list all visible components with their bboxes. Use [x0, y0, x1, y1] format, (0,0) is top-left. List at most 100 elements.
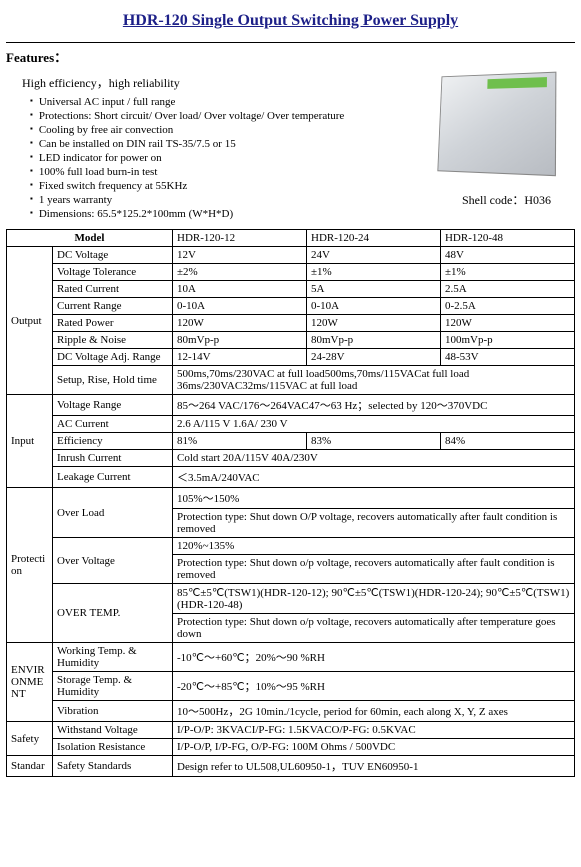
param-label: Voltage Range: [53, 395, 173, 416]
cell: 120W: [307, 315, 441, 332]
model-col-3: HDR-120-48: [440, 230, 574, 247]
cell: Design refer to UL508,UL60950-1，TUV EN60…: [173, 756, 575, 777]
param-label: Ripple & Noise: [53, 332, 173, 349]
param-label: Inrush Current: [53, 450, 173, 467]
table-row: Leakage Current ＜3.5mA/240VAC: [7, 467, 575, 488]
table-row: Current Range 0-10A 0-10A 0-2.5A: [7, 298, 575, 315]
cell: 12-14V: [173, 349, 307, 366]
param-label: Vibration: [53, 701, 173, 722]
cell: 2.5A: [440, 281, 574, 298]
table-row: Standar Safety Standards Design refer to…: [7, 756, 575, 777]
cell: -10℃～+60℃；20%～90 %RH: [173, 643, 575, 672]
cell: 2.6 A/115 V 1.6A/ 230 V: [173, 416, 575, 433]
table-row: Output DC Voltage 12V 24V 48V: [7, 247, 575, 264]
table-row: Rated Power 120W 120W 120W: [7, 315, 575, 332]
cell: Protection type: Shut down O/P voltage, …: [173, 509, 575, 538]
param-label: Over Load: [53, 488, 173, 538]
cell: I/P-O/P, I/P-FG, O/P-FG: 100M Ohms / 500…: [173, 739, 575, 756]
header-row: Model HDR-120-12 HDR-120-24 HDR-120-48: [7, 230, 575, 247]
cell: 0-2.5A: [440, 298, 574, 315]
param-label: Voltage Tolerance: [53, 264, 173, 281]
cell: 120W: [440, 315, 574, 332]
cell: 81%: [173, 433, 307, 450]
cell: Protection type: Shut down o/p voltage, …: [173, 555, 575, 584]
cell: 100mVp-p: [440, 332, 574, 349]
param-label: Leakage Current: [53, 467, 173, 488]
cell: 83%: [307, 433, 441, 450]
cell: 5A: [307, 281, 441, 298]
feature-item: Dimensions: 65.5*125.2*100mm (W*H*D): [30, 207, 575, 221]
section-output: Output: [7, 247, 53, 395]
cell: ±1%: [307, 264, 441, 281]
section-environment: ENVIRONMENT: [7, 643, 53, 722]
cell: 80mVp-p: [307, 332, 441, 349]
cell: 120W: [173, 315, 307, 332]
param-label: DC Voltage Adj. Range: [53, 349, 173, 366]
table-row: ENVIRONMENT Working Temp. & Humidity -10…: [7, 643, 575, 672]
table-row: Protection Over Load 105%～150%: [7, 488, 575, 509]
cell: 84%: [440, 433, 574, 450]
cell: 85℃±5℃(TSW1)(HDR-120-12); 90℃±5℃(TSW1)(H…: [173, 584, 575, 614]
cell: Protection type: Shut down o/p voltage, …: [173, 614, 575, 643]
cell: 48-53V: [440, 349, 574, 366]
shell-code-label: Shell code：H036: [462, 191, 551, 208]
cell: 24V: [307, 247, 441, 264]
cell: 120%~135%: [173, 538, 575, 555]
features-heading: Features：: [6, 47, 575, 66]
param-label: OVER TEMP.: [53, 584, 173, 643]
cell: 48V: [440, 247, 574, 264]
cell: Cold start 20A/115V 40A/230V: [173, 450, 575, 467]
table-row: DC Voltage Adj. Range 12-14V 24-28V 48-5…: [7, 349, 575, 366]
table-row: Isolation Resistance I/P-O/P, I/P-FG, O/…: [7, 739, 575, 756]
param-label: Efficiency: [53, 433, 173, 450]
section-standard: Standar: [7, 756, 53, 777]
section-safety: Safety: [7, 722, 53, 756]
model-col-2: HDR-120-24: [307, 230, 441, 247]
param-label: Isolation Resistance: [53, 739, 173, 756]
cell: I/P-O/P: 3KVACI/P-FG: 1.5KVACO/P-FG: 0.5…: [173, 722, 575, 739]
param-label: Over Voltage: [53, 538, 173, 584]
product-image: [437, 72, 556, 177]
cell: 0-10A: [173, 298, 307, 315]
param-label: AC Current: [53, 416, 173, 433]
cell: -20℃～+85℃；10%～95 %RH: [173, 672, 575, 701]
cell: 10A: [173, 281, 307, 298]
model-header: Model: [7, 230, 173, 247]
spec-table: Model HDR-120-12 HDR-120-24 HDR-120-48 O…: [6, 229, 575, 777]
features-block: Features： High efficiency，high reliabili…: [6, 42, 575, 221]
table-row: Rated Current 10A 5A 2.5A: [7, 281, 575, 298]
param-label: DC Voltage: [53, 247, 173, 264]
param-label: Safety Standards: [53, 756, 173, 777]
table-row: Over Voltage 120%~135%: [7, 538, 575, 555]
param-label: Withstand Voltage: [53, 722, 173, 739]
cell: 0-10A: [307, 298, 441, 315]
section-protection: Protection: [7, 488, 53, 643]
param-label: Setup, Rise, Hold time: [53, 366, 173, 395]
param-label: Rated Current: [53, 281, 173, 298]
param-label: Rated Power: [53, 315, 173, 332]
table-row: Efficiency 81% 83% 84%: [7, 433, 575, 450]
table-row: Vibration 10～500Hz，2G 10min./1cycle, per…: [7, 701, 575, 722]
cell: ±2%: [173, 264, 307, 281]
cell: 80mVp-p: [173, 332, 307, 349]
cell: 24-28V: [307, 349, 441, 366]
table-row: Setup, Rise, Hold time 500ms,70ms/230VAC…: [7, 366, 575, 395]
cell: 10～500Hz，2G 10min./1cycle, period for 60…: [173, 701, 575, 722]
cell: 12V: [173, 247, 307, 264]
table-row: Input Voltage Range 85～264 VAC/176～264VA…: [7, 395, 575, 416]
param-label: Current Range: [53, 298, 173, 315]
cell: 500ms,70ms/230VAC at full load500ms,70ms…: [173, 366, 575, 395]
table-row: OVER TEMP. 85℃±5℃(TSW1)(HDR-120-12); 90℃…: [7, 584, 575, 614]
model-col-1: HDR-120-12: [173, 230, 307, 247]
param-label: Storage Temp. & Humidity: [53, 672, 173, 701]
table-row: Safety Withstand Voltage I/P-O/P: 3KVACI…: [7, 722, 575, 739]
cell: ±1%: [440, 264, 574, 281]
cell: 105%～150%: [173, 488, 575, 509]
param-label: Working Temp. & Humidity: [53, 643, 173, 672]
table-row: AC Current 2.6 A/115 V 1.6A/ 230 V: [7, 416, 575, 433]
table-row: Ripple & Noise 80mVp-p 80mVp-p 100mVp-p: [7, 332, 575, 349]
table-row: Storage Temp. & Humidity -20℃～+85℃；10%～9…: [7, 672, 575, 701]
table-row: Voltage Tolerance ±2% ±1% ±1%: [7, 264, 575, 281]
cell: ＜3.5mA/240VAC: [173, 467, 575, 488]
cell: 85～264 VAC/176～264VAC47～63 Hz；selected b…: [173, 395, 575, 416]
